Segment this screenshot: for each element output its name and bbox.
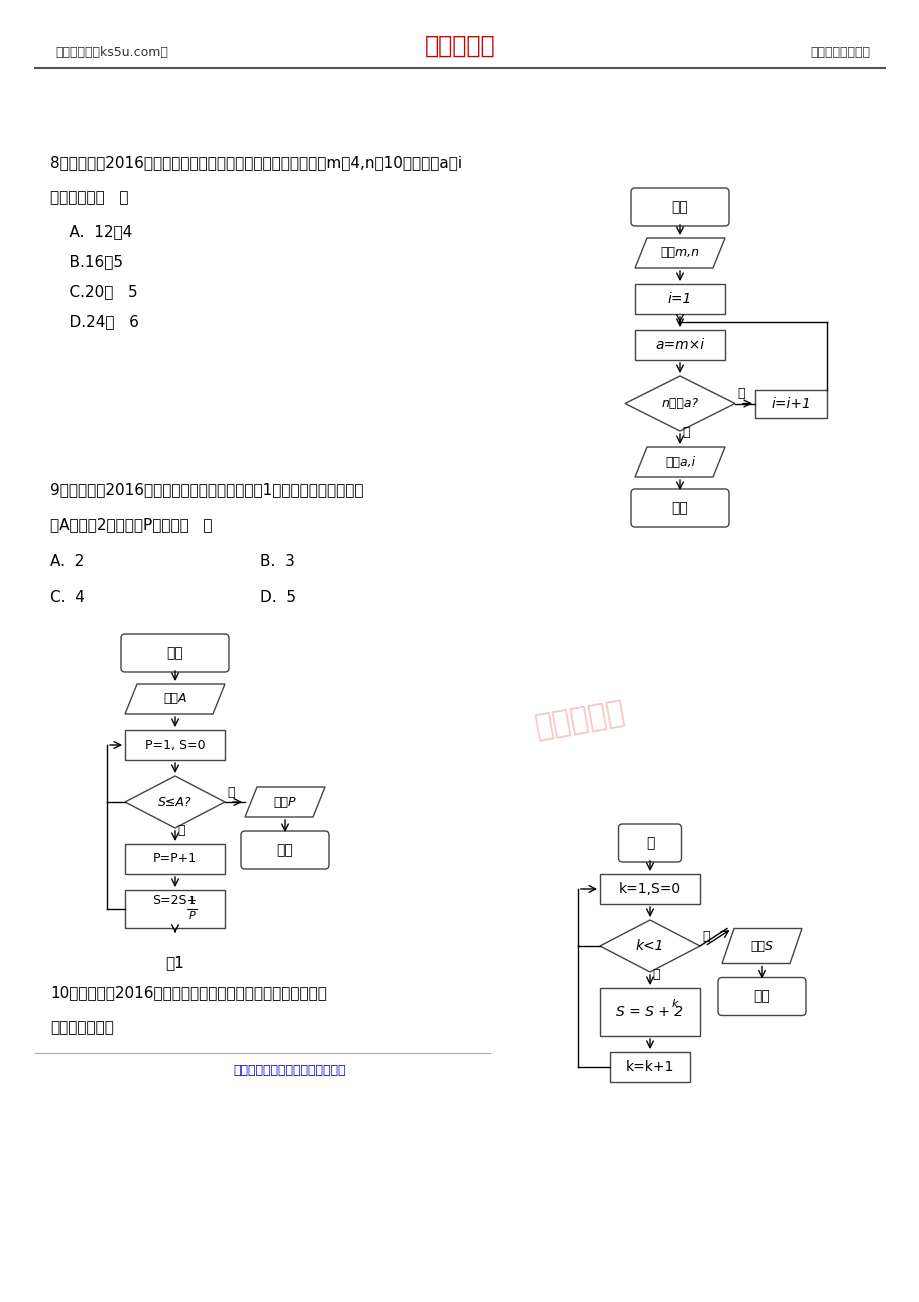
Text: k=1,S=0: k=1,S=0 <box>618 881 680 896</box>
Text: B.  3: B. 3 <box>260 555 295 569</box>
Text: S = S + 2: S = S + 2 <box>616 1005 683 1019</box>
Text: k: k <box>671 999 678 1009</box>
Text: 是: 是 <box>652 967 659 980</box>
Text: 的值分别是（   ）: 的值分别是（ ） <box>50 190 129 206</box>
Text: k<1: k<1 <box>635 939 664 953</box>
Text: a=m×i: a=m×i <box>654 339 704 352</box>
Text: A.  2: A. 2 <box>50 555 85 569</box>
Text: 结束: 结束 <box>671 501 687 516</box>
Text: 出的结果是（）: 出的结果是（） <box>50 1021 114 1035</box>
Polygon shape <box>634 238 724 268</box>
Text: 开始: 开始 <box>671 201 687 214</box>
Bar <box>634 284 724 314</box>
Bar <box>609 1052 689 1082</box>
Text: P: P <box>188 911 195 921</box>
Text: 高考资源网（ks5u.com）: 高考资源网（ks5u.com） <box>55 46 167 59</box>
Text: 您身边的高考专家: 您身边的高考专家 <box>809 46 869 59</box>
Text: 是: 是 <box>681 427 688 440</box>
Text: 否: 否 <box>736 387 743 400</box>
Text: 开: 开 <box>645 836 653 850</box>
FancyBboxPatch shape <box>241 831 329 868</box>
Text: C.  4: C. 4 <box>50 591 85 605</box>
Bar <box>754 389 826 418</box>
Text: i=i+1: i=i+1 <box>770 397 810 410</box>
Polygon shape <box>125 684 225 713</box>
Text: 输入A: 输入A <box>163 693 187 706</box>
Text: 高考资源网版权所有，侵权必究！: 高考资源网版权所有，侵权必究！ <box>233 1065 346 1078</box>
Text: D.  5: D. 5 <box>260 591 296 605</box>
Polygon shape <box>244 786 324 816</box>
Polygon shape <box>634 447 724 477</box>
Text: 图1: 图1 <box>165 956 184 970</box>
Bar <box>125 844 225 874</box>
Text: C.20，   5: C.20， 5 <box>50 285 138 299</box>
Text: P=P+1: P=P+1 <box>153 853 197 866</box>
Text: 10、（汕尾市2016届高三上学期调研）如图，该程序运行后输: 10、（汕尾市2016届高三上学期调研）如图，该程序运行后输 <box>50 986 326 1000</box>
FancyBboxPatch shape <box>630 490 728 527</box>
Bar <box>125 891 225 928</box>
Text: 输入m,n: 输入m,n <box>660 246 698 259</box>
Bar <box>125 730 225 760</box>
FancyBboxPatch shape <box>717 978 805 1016</box>
Text: 高考资源网: 高考资源网 <box>532 698 627 742</box>
Text: S=2S+: S=2S+ <box>153 893 198 906</box>
Polygon shape <box>624 376 734 431</box>
Bar <box>634 329 724 359</box>
Text: B.16，5: B.16，5 <box>50 254 123 270</box>
Text: 输出P: 输出P <box>274 796 296 809</box>
Text: P=1, S=0: P=1, S=0 <box>144 738 205 751</box>
Text: 入A的值为2，则输出P的值为（   ）: 入A的值为2，则输出P的值为（ ） <box>50 517 212 533</box>
FancyBboxPatch shape <box>630 187 728 227</box>
Text: 高考资源网: 高考资源网 <box>425 34 494 59</box>
Text: 9、（汕头市2016届高三上学期期末）执行如图1所示的程序框图，若输: 9、（汕头市2016届高三上学期期末）执行如图1所示的程序框图，若输 <box>50 483 363 497</box>
Polygon shape <box>721 928 801 963</box>
Text: 1: 1 <box>188 896 196 906</box>
Text: i=1: i=1 <box>667 292 691 306</box>
Polygon shape <box>599 921 699 973</box>
Text: A.  12，4: A. 12，4 <box>50 224 132 240</box>
Text: 结束: 结束 <box>753 990 769 1004</box>
Bar <box>599 874 699 904</box>
Polygon shape <box>125 776 225 828</box>
Text: 开始: 开始 <box>166 646 183 660</box>
FancyBboxPatch shape <box>121 634 229 672</box>
Text: n整除a?: n整除a? <box>661 397 698 410</box>
Bar <box>599 988 699 1036</box>
Text: 否: 否 <box>227 785 234 798</box>
Text: 8、（清远市2016届高三上学期期末）如图程序框图中，若输入m＝4,n＝10，则输出a，i: 8、（清远市2016届高三上学期期末）如图程序框图中，若输入m＝4,n＝10，则… <box>50 155 461 171</box>
Text: k=k+1: k=k+1 <box>625 1060 674 1074</box>
Text: 输出a,i: 输出a,i <box>664 456 695 469</box>
Text: 否: 否 <box>701 930 709 943</box>
FancyBboxPatch shape <box>618 824 681 862</box>
Text: 输出S: 输出S <box>750 940 773 953</box>
Text: 结束: 结束 <box>277 842 293 857</box>
Text: 是: 是 <box>176 823 185 836</box>
Text: D.24，   6: D.24， 6 <box>50 315 139 329</box>
Text: S≤A?: S≤A? <box>158 796 191 809</box>
